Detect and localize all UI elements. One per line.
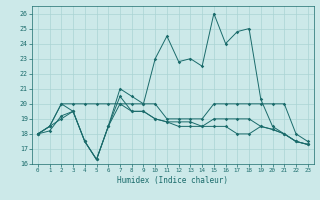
X-axis label: Humidex (Indice chaleur): Humidex (Indice chaleur): [117, 176, 228, 185]
